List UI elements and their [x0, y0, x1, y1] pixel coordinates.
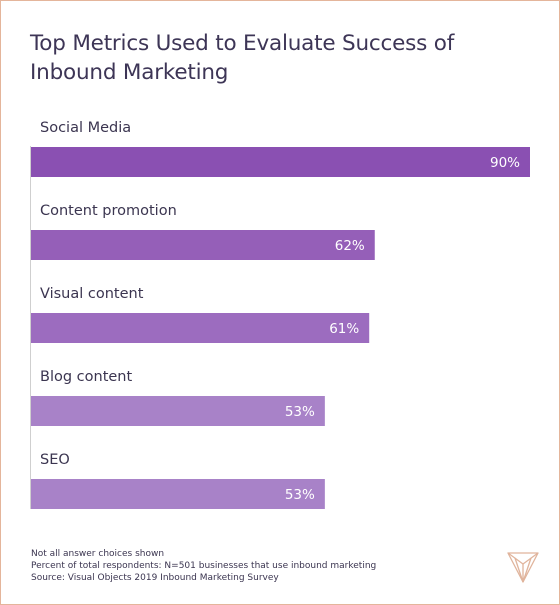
category-label: Content promotion: [40, 203, 177, 219]
visual-objects-logo-icon: [507, 552, 539, 583]
footer-source: Source: Visual Objects 2019 Inbound Mark…: [31, 573, 279, 583]
chart-title: Top Metrics Used to Evaluate Success of …: [30, 31, 455, 85]
bar: [31, 313, 370, 343]
chart-footer: Not all answer choices shown Percent of …: [31, 548, 376, 584]
bar: [31, 147, 530, 177]
value-label: 53%: [285, 404, 315, 420]
value-label: 62%: [335, 238, 365, 254]
value-label: 90%: [490, 155, 520, 171]
bar: [31, 396, 325, 426]
value-label: 61%: [329, 321, 359, 337]
footer-respondents: Percent of total respondents: N=501 busi…: [31, 561, 377, 571]
category-label: Blog content: [40, 369, 132, 385]
category-label: SEO: [40, 452, 70, 468]
category-label: Visual content: [40, 286, 144, 302]
bar-chart: Social Media 90% Content promotion 62% Visua…: [30, 120, 530, 509]
category-label: Social Media: [40, 120, 131, 136]
value-label: 53%: [285, 487, 315, 503]
footer-note: Not all answer choices shown: [31, 549, 165, 559]
bar: [31, 230, 375, 260]
bar: [31, 479, 325, 509]
